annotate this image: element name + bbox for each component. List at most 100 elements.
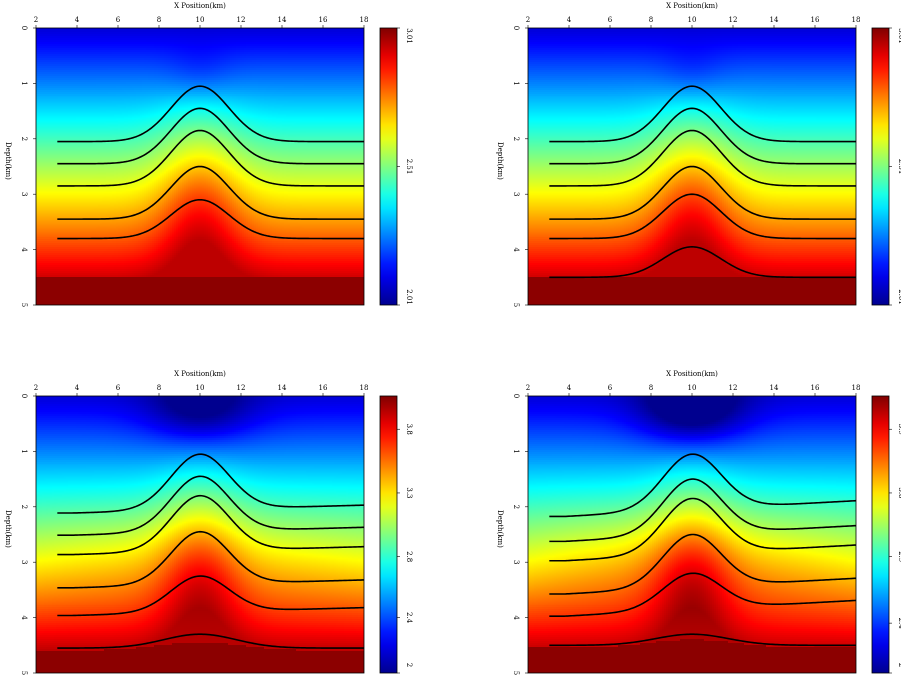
y-tick-label: 2 (20, 137, 28, 141)
x-tick-label: 14 (770, 16, 779, 24)
x-tick-label: 10 (688, 16, 697, 24)
y-tick-label: 4 (20, 247, 28, 252)
x-tick-label: 4 (75, 384, 80, 392)
y-tick-label: 3 (512, 192, 520, 196)
x-tick-label: 10 (196, 384, 205, 392)
horizon-line-3 (57, 494, 365, 556)
x-tick-label: 16 (319, 384, 328, 392)
panel-top-right: 2 4 6 8 10 12 14 16 18X Position(km)012345Depth(… (496, 2, 901, 307)
colorbar-tick-label: 3.3 (405, 487, 413, 498)
y-axis-label: Depth(km) (4, 510, 12, 548)
horizon-line-5 (57, 575, 365, 617)
horizon-line-1 (57, 453, 365, 514)
colorbar (379, 27, 398, 306)
horizon-line-1 (57, 85, 364, 143)
x-tick-label: 16 (319, 16, 328, 24)
colorbar-tick-label: 2.01 (405, 289, 413, 305)
x-tick-label: 6 (116, 16, 121, 24)
x-axis-label: X Position(km) (666, 2, 718, 10)
y-tick-label: 4 (20, 615, 28, 620)
x-tick-label: 18 (360, 384, 369, 392)
y-tick-label: 3 (512, 560, 520, 564)
x-tick-label: 14 (770, 384, 779, 392)
x-tick-label: 12 (237, 384, 246, 392)
colorbar (379, 395, 398, 674)
x-tick-label: 16 (811, 384, 820, 392)
x-tick-label: 8 (649, 384, 653, 392)
horizon-line-5 (549, 193, 856, 240)
horizon-line-2 (549, 107, 856, 165)
horizon-line-5 (57, 198, 364, 240)
horizon-line-6 (549, 246, 856, 279)
x-tick-label: 8 (649, 16, 653, 24)
y-tick-label: 5 (512, 671, 520, 675)
x-tick-label: 2 (526, 16, 530, 24)
colorbar-tick-label: 3.9 (897, 424, 901, 435)
colorbar-tick-label: 2.8 (405, 551, 413, 562)
horizon-line-4 (549, 165, 856, 220)
horizon-line-2 (549, 478, 857, 543)
y-tick-label: 0 (512, 394, 520, 398)
y-axis-label: Depth(km) (496, 142, 504, 180)
x-tick-label: 12 (729, 384, 738, 392)
x-tick-label: 2 (34, 384, 38, 392)
horizon-line-6 (57, 633, 364, 649)
colorbar-tick-label: 2.4 (405, 612, 413, 624)
x-tick-label: 14 (278, 16, 287, 24)
x-tick-label: 18 (852, 384, 861, 392)
y-tick-label: 5 (20, 671, 28, 675)
colorbar-tick-label: 3.8 (405, 424, 413, 435)
x-tick-label: 4 (567, 384, 572, 392)
x-tick-label: 6 (116, 384, 121, 392)
y-tick-label: 2 (20, 505, 28, 509)
colorbar-tick-label: 2 (405, 663, 413, 667)
x-tick-label: 10 (196, 16, 205, 24)
x-tick-label: 18 (852, 16, 861, 24)
horizon-line-4 (57, 530, 365, 589)
colorbar-tick-label: 3.01 (897, 28, 901, 44)
horizon-line-3 (549, 129, 856, 187)
x-axis-label: X Position(km) (174, 2, 226, 10)
x-tick-label: 6 (608, 384, 613, 392)
y-axis-label: Depth(km) (4, 142, 12, 180)
x-tick-label: 2 (526, 384, 530, 392)
horizon-line-2 (57, 107, 364, 165)
colorbar-tick-label: 2.51 (897, 159, 901, 175)
y-tick-label: 3 (20, 560, 28, 564)
x-tick-label: 4 (567, 16, 572, 24)
y-tick-label: 0 (20, 394, 28, 398)
horizon-line-3 (549, 497, 857, 562)
x-tick-label: 8 (157, 16, 161, 24)
x-tick-label: 12 (237, 16, 246, 24)
horizon-line-1 (549, 85, 856, 143)
panel-top-left: 2 4 6 8 10 12 14 16 18X Position(km)012345Depth(… (4, 2, 413, 307)
x-axis-label: X Position(km) (174, 370, 226, 378)
horizon-line-6 (549, 633, 856, 647)
colorbar (871, 395, 890, 674)
colorbar-tick-label: 2 (897, 663, 901, 667)
x-tick-label: 12 (729, 16, 738, 24)
colorbar-tick-label: 3.8 (897, 487, 901, 498)
y-tick-label: 5 (20, 303, 28, 307)
horizon-line-4 (57, 165, 364, 220)
colorbar-tick-label: 2.51 (405, 159, 413, 175)
y-tick-label: 1 (20, 449, 28, 453)
y-tick-label: 2 (512, 137, 520, 141)
x-tick-label: 4 (75, 16, 80, 24)
x-tick-label: 8 (157, 384, 161, 392)
x-tick-label: 14 (278, 384, 287, 392)
y-tick-label: 0 (512, 26, 520, 30)
colorbar-tick-label: 2.9 (897, 551, 901, 562)
horizon-line-5 (549, 572, 857, 617)
y-tick-label: 1 (20, 81, 28, 85)
colorbar-tick-label: 3.01 (405, 28, 413, 44)
y-tick-label: 3 (20, 192, 28, 196)
x-tick-label: 10 (688, 384, 697, 392)
y-tick-label: 5 (512, 303, 520, 307)
horizon-line-2 (57, 475, 365, 536)
x-axis-label: X Position(km) (666, 370, 718, 378)
y-tick-label: 4 (512, 247, 520, 252)
panel-bottom-right: 2 4 6 8 10 12 14 16 18X Position(km)012345Depth(… (496, 370, 901, 675)
x-tick-label: 16 (811, 16, 820, 24)
